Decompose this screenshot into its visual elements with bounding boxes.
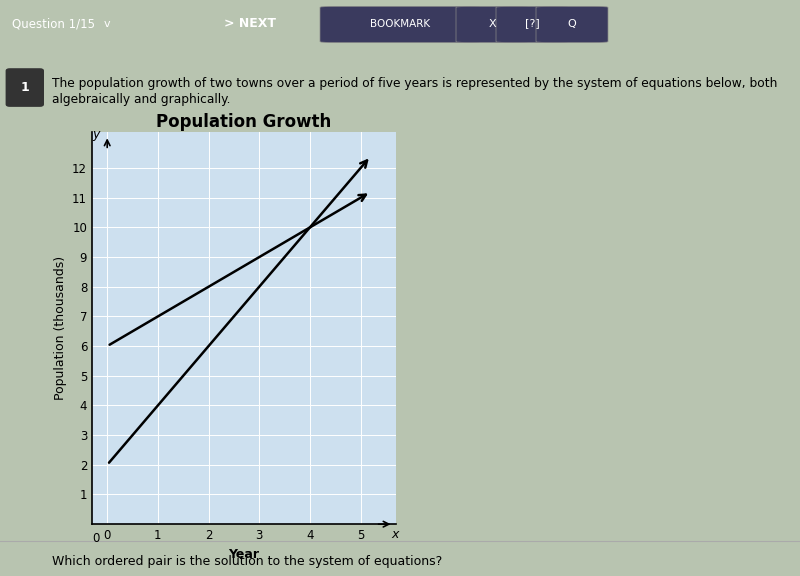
Text: v: v <box>104 18 110 28</box>
Text: Q: Q <box>568 18 576 28</box>
Text: 1: 1 <box>21 81 29 94</box>
Text: 0: 0 <box>92 532 100 545</box>
Text: [?]: [?] <box>525 18 539 28</box>
Y-axis label: Population (thousands): Population (thousands) <box>54 256 66 400</box>
Text: The population growth of two towns over a period of five years is represented by: The population growth of two towns over … <box>52 77 778 90</box>
Text: X: X <box>488 18 496 28</box>
FancyBboxPatch shape <box>456 6 528 43</box>
Text: Which ordered pair is the solution to the system of equations?: Which ordered pair is the solution to th… <box>52 555 442 568</box>
Text: y = x + 6: y = x + 6 <box>92 133 165 148</box>
Text: > NEXT: > NEXT <box>224 17 276 30</box>
Text: BOOKMARK: BOOKMARK <box>370 18 430 28</box>
Text: algebraically and graphically.: algebraically and graphically. <box>52 93 230 105</box>
FancyBboxPatch shape <box>320 6 480 43</box>
Text: Question 1/15: Question 1/15 <box>12 17 95 30</box>
FancyBboxPatch shape <box>6 68 44 107</box>
Title: Population Growth: Population Growth <box>156 113 332 131</box>
Text: x: x <box>391 528 398 540</box>
Text: y: y <box>92 128 100 142</box>
X-axis label: Year: Year <box>229 548 259 560</box>
Text: y = 2x + 2: y = 2x + 2 <box>92 158 174 173</box>
FancyBboxPatch shape <box>536 6 608 43</box>
FancyBboxPatch shape <box>496 6 568 43</box>
